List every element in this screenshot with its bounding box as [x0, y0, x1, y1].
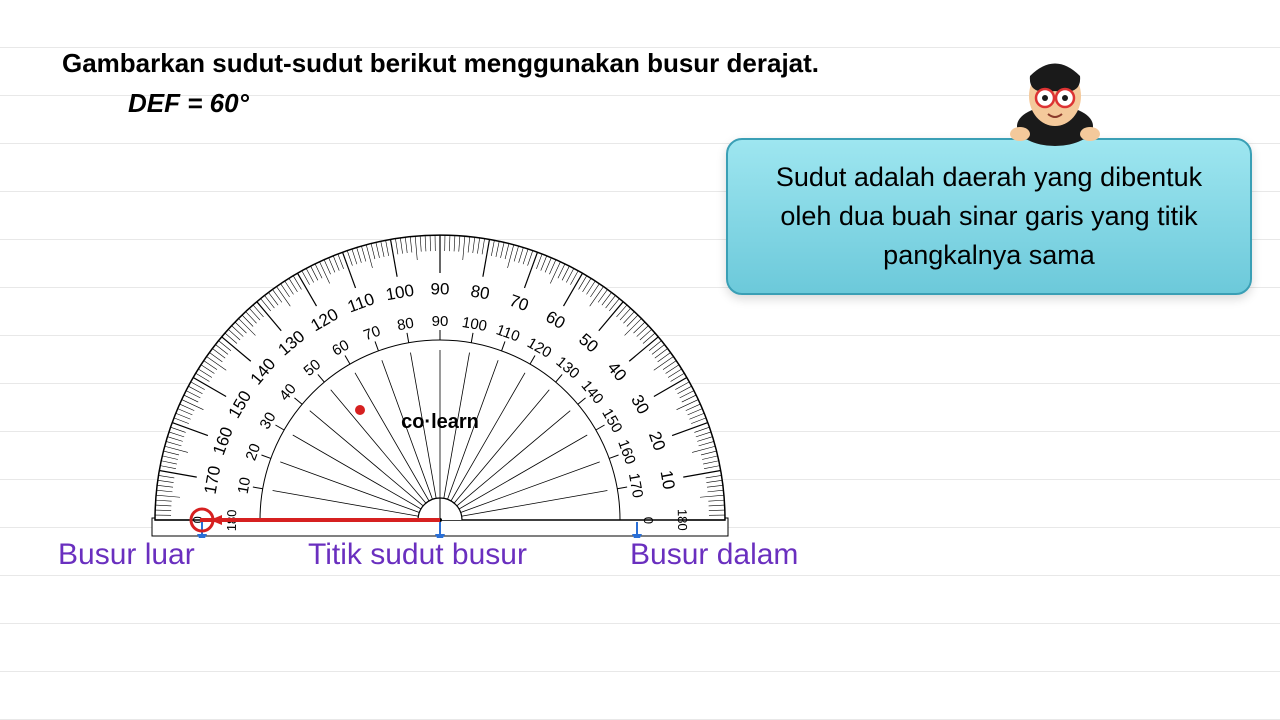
label-busur-luar: Busur luar — [58, 538, 195, 572]
svg-text:80: 80 — [396, 315, 415, 335]
svg-text:10: 10 — [235, 476, 255, 495]
svg-text:180: 180 — [675, 509, 690, 531]
definition-text: Sudut adalah daerah yang dibentuk oleh d… — [776, 162, 1202, 270]
label-busur-dalam: Busur dalam — [630, 538, 798, 572]
svg-text:90: 90 — [432, 313, 449, 330]
svg-text:0: 0 — [641, 517, 656, 524]
svg-text:10: 10 — [657, 469, 679, 491]
protractor-diagram: 1020304050607080901001101201301401501601… — [150, 228, 730, 538]
svg-text:90: 90 — [431, 279, 450, 298]
svg-text:co·learn: co·learn — [401, 411, 479, 433]
mascot-icon — [1000, 56, 1110, 146]
svg-text:80: 80 — [469, 281, 491, 303]
angle-label: DEF = 60° — [128, 88, 249, 119]
question-text: Gambarkan sudut-sudut berikut menggunaka… — [62, 48, 819, 79]
pointer-dot — [355, 405, 365, 415]
label-titik-sudut: Titik sudut busur — [308, 538, 527, 572]
definition-callout: Sudut adalah daerah yang dibentuk oleh d… — [726, 138, 1252, 295]
